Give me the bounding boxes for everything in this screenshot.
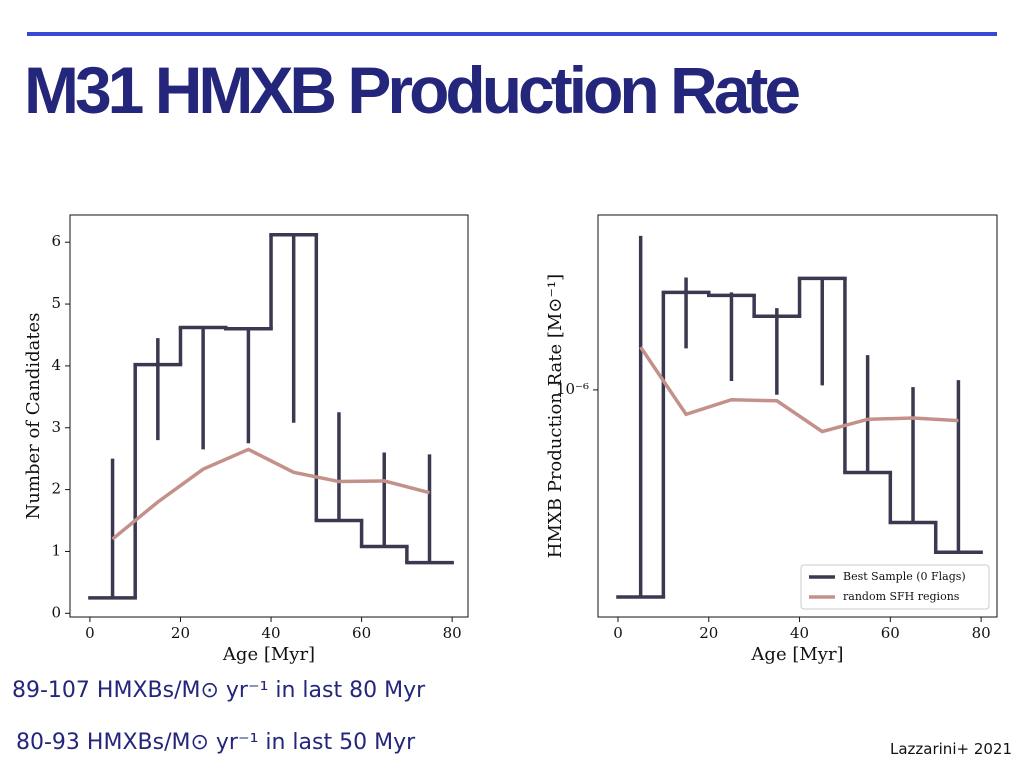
y-tick-label: 0	[51, 603, 61, 621]
y-tick-label: 10⁻⁶	[556, 380, 589, 398]
x-axis-label: Age [Myr]	[222, 644, 315, 665]
x-tick-label: 20	[699, 624, 718, 642]
y-tick-label: 4	[51, 356, 61, 374]
top-rule	[27, 32, 997, 36]
y-axis-label: Number of Candidates	[23, 313, 44, 520]
y-tick-label: 5	[51, 294, 61, 312]
x-tick-label: 60	[352, 624, 371, 642]
y-tick-label: 3	[51, 418, 61, 436]
x-tick-label: 0	[85, 624, 95, 642]
x-tick-label: 80	[972, 624, 991, 642]
x-axis-label: Age [Myr]	[750, 644, 843, 665]
x-tick-label: 40	[261, 624, 280, 642]
x-tick-label: 0	[613, 624, 623, 642]
y-tick-label: 6	[51, 232, 61, 250]
note: 80-93 HMXBs/M⊙ yr⁻¹ in last 50 Myr	[16, 730, 416, 755]
line	[111, 447, 430, 541]
y-axis-label: HMXB Production Rate [M⊙⁻¹]	[545, 274, 566, 558]
y-tick-label: 2	[51, 480, 61, 498]
legend-frame	[800, 564, 990, 610]
note: 89-107 HMXBs/M⊙ yr⁻¹ in last 80 Myr	[12, 678, 426, 703]
line	[639, 346, 959, 434]
credit: Lazzarini+ 2021	[889, 740, 1012, 758]
x-tick-label: 80	[443, 624, 462, 642]
y-tick-label: 1	[51, 541, 61, 559]
x-tick-label: 60	[881, 624, 900, 642]
legend: Best Sample (0 Flags) random SFH regions	[800, 564, 990, 610]
plot-frame	[597, 214, 998, 618]
slide-title: M31 HMXB Production Rate	[24, 53, 801, 127]
legend-label: random SFH regions	[843, 590, 960, 603]
plot-frame	[69, 214, 469, 618]
legend-label: Best Sample (0 Flags)	[843, 570, 966, 583]
x-tick-label: 40	[790, 624, 809, 642]
x-tick-label: 20	[171, 624, 190, 642]
